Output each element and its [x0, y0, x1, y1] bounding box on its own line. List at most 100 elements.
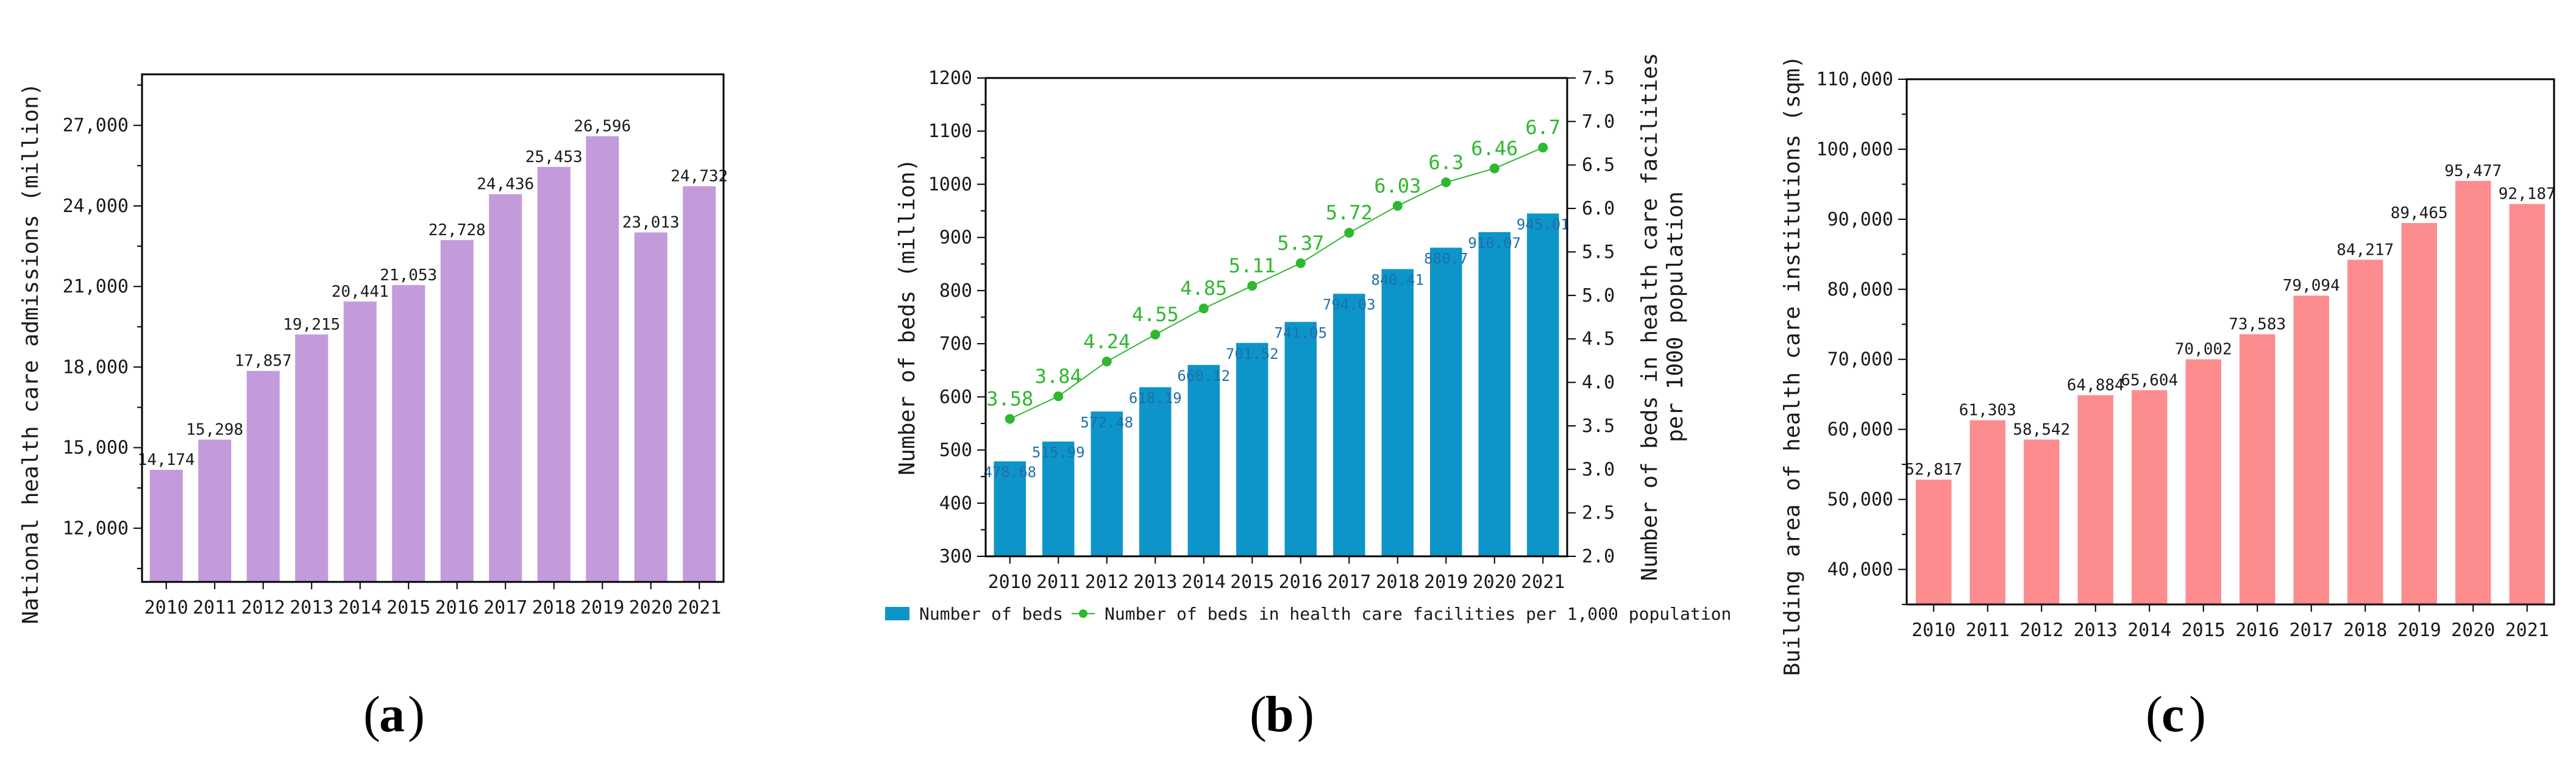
b-y2-tick-label: 4.0: [1582, 372, 1615, 394]
b-line-path: [1009, 147, 1543, 420]
b-line-point: [1489, 163, 1500, 174]
a-y-tick-label: 18,000: [63, 356, 129, 378]
c-bar-value-label: 73,583: [2229, 316, 2286, 334]
c-y-tick-label: 50,000: [1827, 489, 1893, 511]
b-line-value-label: 6.3: [1428, 151, 1464, 174]
c-plot-frame: [1905, 78, 2555, 606]
a-bar-value-label: 23,013: [622, 213, 680, 232]
c-y-tick-label: 110,000: [1816, 69, 1893, 90]
svg-text:): ): [1297, 686, 1314, 743]
a-x-tick-label: 2016: [435, 597, 479, 618]
b-legend-line-marker: [1079, 609, 1087, 618]
c-bar-value-label: 65,604: [2121, 371, 2178, 389]
b-line-point: [1150, 330, 1161, 340]
a-bar: [537, 166, 571, 582]
b-plot-frame: [984, 77, 1568, 558]
b-line-point: [1441, 177, 1451, 188]
c-bar: [2455, 180, 2491, 604]
b-bar: [1430, 247, 1462, 556]
b-y-axis-ticks: 300 400 500 600 700 800 900 1000 1100 1200: [928, 68, 986, 567]
a-y-tick-label: 27,000: [63, 115, 129, 136]
b-x-tick-label: 2019: [1424, 572, 1468, 593]
b-y-tick-label: 800: [939, 280, 972, 302]
b-y2-tick-label: 6.0: [1582, 198, 1615, 219]
a-bar-value-label: 14,174: [138, 451, 195, 469]
c-x-tick-label: 2015: [2182, 620, 2226, 641]
b-legend-line-label: Number of beds in health care facilities…: [1105, 604, 1731, 624]
c-bar: [2024, 439, 2060, 604]
b-bar: [1091, 411, 1123, 556]
a-bars: [149, 136, 716, 583]
b-bar-value-label: 478.68: [983, 464, 1036, 481]
c-bar-value-label: 89,465: [2391, 204, 2448, 222]
a-x-tick-label: 2011: [193, 597, 237, 618]
b-y2-tick-label: 2.0: [1582, 546, 1615, 567]
b-y-tick-label: 400: [939, 493, 972, 514]
a-y-axis-ticks: 12,000 15,000 18,000 21,000 24,000 27,000: [63, 84, 142, 569]
a-bar: [440, 240, 474, 583]
a-x-tick-label: 2018: [532, 597, 576, 618]
svg-text:(: (: [2146, 686, 2163, 743]
b-y2-tick-label: 7.5: [1582, 68, 1615, 89]
a-bar-value-label: 21,053: [380, 266, 437, 285]
a-bar-value-label: 15,298: [186, 420, 243, 439]
c-bar-value-label: 92,187: [2499, 185, 2556, 204]
b-bar-value-label: 741.05: [1274, 324, 1327, 341]
a-x-tick-label: 2017: [483, 597, 527, 618]
b-y2-tick-label: 4.5: [1582, 328, 1615, 350]
b-y2-tick-label: 3.0: [1582, 459, 1615, 480]
b-x-tick-label: 2011: [1036, 572, 1080, 593]
b-line-point: [1247, 281, 1258, 291]
b-panel-label: ( b ): [1250, 686, 1314, 743]
c-y-axis-ticks: 40,000 50,000 60,000 70,000 80,000 90,000 100,…: [1816, 69, 1907, 605]
b-y-tick-label: 1100: [928, 121, 972, 142]
b-bar-value-label: 880.7: [1424, 250, 1468, 267]
a-x-tick-label: 2012: [241, 597, 285, 618]
a-x-tick-label: 2014: [338, 597, 382, 618]
a-y-axis-title: National health care admissions (million…: [18, 83, 43, 625]
c-bar-value-label: 64,884: [2067, 377, 2124, 395]
c-bar: [2509, 204, 2545, 605]
a-x-tick-label: 2015: [386, 597, 430, 618]
b-line-value-label: 6.46: [1471, 136, 1518, 160]
a-bar: [392, 285, 425, 582]
a-bar: [634, 232, 667, 582]
c-bar: [2077, 395, 2113, 604]
b-bar-value-label: 660.12: [1177, 367, 1230, 384]
a-x-tick-label: 2020: [629, 597, 673, 618]
b-y2-tick-label: 6.5: [1582, 155, 1615, 176]
c-x-tick-label: 2019: [2397, 620, 2441, 641]
b-bar-value-label: 910.07: [1468, 235, 1521, 252]
c-x-tick-label: 2010: [1912, 620, 1955, 641]
a-bar-value-label: 24,732: [671, 168, 728, 186]
a-bar: [683, 186, 716, 582]
b-bar: [994, 461, 1026, 556]
c-x-tick-label: 2017: [2290, 620, 2333, 641]
a-y-tick-label: 24,000: [63, 196, 129, 217]
b-x-tick-label: 2020: [1473, 572, 1517, 593]
b-bar-value-label: 515.99: [1032, 444, 1085, 461]
b-bar: [1042, 441, 1075, 556]
c-x-tick-label: 2018: [2343, 620, 2387, 641]
b-x-tick-label: 2021: [1521, 572, 1565, 593]
c-bar-value-label: 70,002: [2175, 341, 2232, 359]
a-x-axis-ticks: 2010 2011 2012 2013 2014 2015 2016 2017 2018 2019…: [144, 582, 721, 618]
b-y2-tick-label: 7.0: [1582, 111, 1615, 132]
b-y-tick-label: 900: [939, 227, 972, 249]
c-bar: [2293, 296, 2329, 604]
c-y-tick-label: 80,000: [1827, 279, 1893, 300]
c-x-tick-label: 2020: [2451, 620, 2495, 641]
b-line-value-label: 3.58: [986, 387, 1033, 410]
c-bar: [1969, 420, 2005, 604]
c-y-tick-label: 100,000: [1816, 139, 1893, 160]
a-y-tick-label: 21,000: [63, 276, 129, 297]
c-x-tick-label: 2013: [2074, 620, 2118, 641]
a-bar: [586, 136, 619, 583]
b-line-value-label: 5.11: [1229, 254, 1276, 277]
b-bars: [994, 213, 1559, 556]
b-x-tick-label: 2015: [1230, 572, 1274, 593]
b-line-point: [1344, 228, 1354, 238]
b-line-labels: 3.583.844.244.554.855.115.375.726.03 6.3 6…: [986, 116, 1560, 410]
b-y2-tick-label: 5.5: [1582, 241, 1615, 263]
